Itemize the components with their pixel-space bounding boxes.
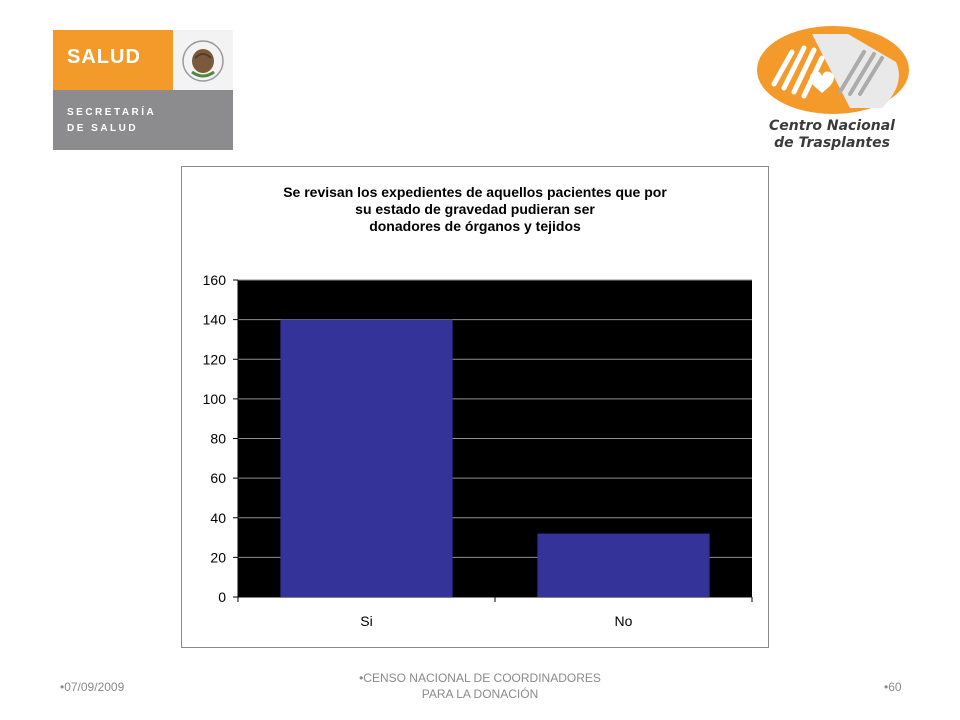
y-tick-label: 80	[210, 431, 226, 447]
cenatra-hands-icon	[757, 26, 909, 114]
y-tick-label: 160	[203, 272, 227, 288]
chart-frame: Se revisan los expedientes de aquellos p…	[181, 166, 769, 648]
x-tick-label: No	[615, 613, 633, 629]
footer-center-text: •CENSO NACIONAL DE COORDINADORES PARA LA…	[359, 671, 601, 701]
mexican-seal-icon	[173, 30, 233, 90]
y-tick-label: 60	[210, 470, 226, 486]
x-tick-label: Si	[360, 613, 372, 629]
bar-no	[537, 533, 710, 597]
salud-logo-line1: SECRETARÍA	[67, 107, 157, 118]
y-tick-label: 20	[210, 549, 226, 565]
cenatra-logo: Centro Nacional de Trasplantes	[752, 22, 912, 154]
y-tick-label: 40	[210, 510, 226, 526]
y-tick-label: 140	[203, 312, 227, 328]
cenatra-logo-line1: Centro Nacional	[769, 118, 895, 134]
salud-logo-line2: DE SALUD	[67, 123, 139, 134]
footer-page-number: •60	[884, 680, 902, 694]
y-tick-label: 100	[203, 391, 227, 407]
salud-orange-block: SALUD	[53, 30, 173, 90]
footer-date: •07/09/2009	[60, 680, 125, 694]
salud-logo-word: SALUD	[67, 46, 141, 68]
y-tick-label: 0	[218, 589, 226, 605]
chart-title: Se revisan los expedientes de aquellos p…	[283, 184, 667, 234]
salud-grey-block: SECRETARÍA DE SALUD	[53, 90, 233, 150]
bar-si	[280, 319, 453, 597]
cenatra-logo-line2: de Trasplantes	[774, 135, 890, 151]
salud-logo: SALUD SECRETARÍA DE SALUD	[53, 30, 233, 150]
bar-chart: 0 20 40 60 80 100 120 140 160 Si No	[203, 272, 753, 629]
y-tick-label: 120	[203, 351, 227, 367]
